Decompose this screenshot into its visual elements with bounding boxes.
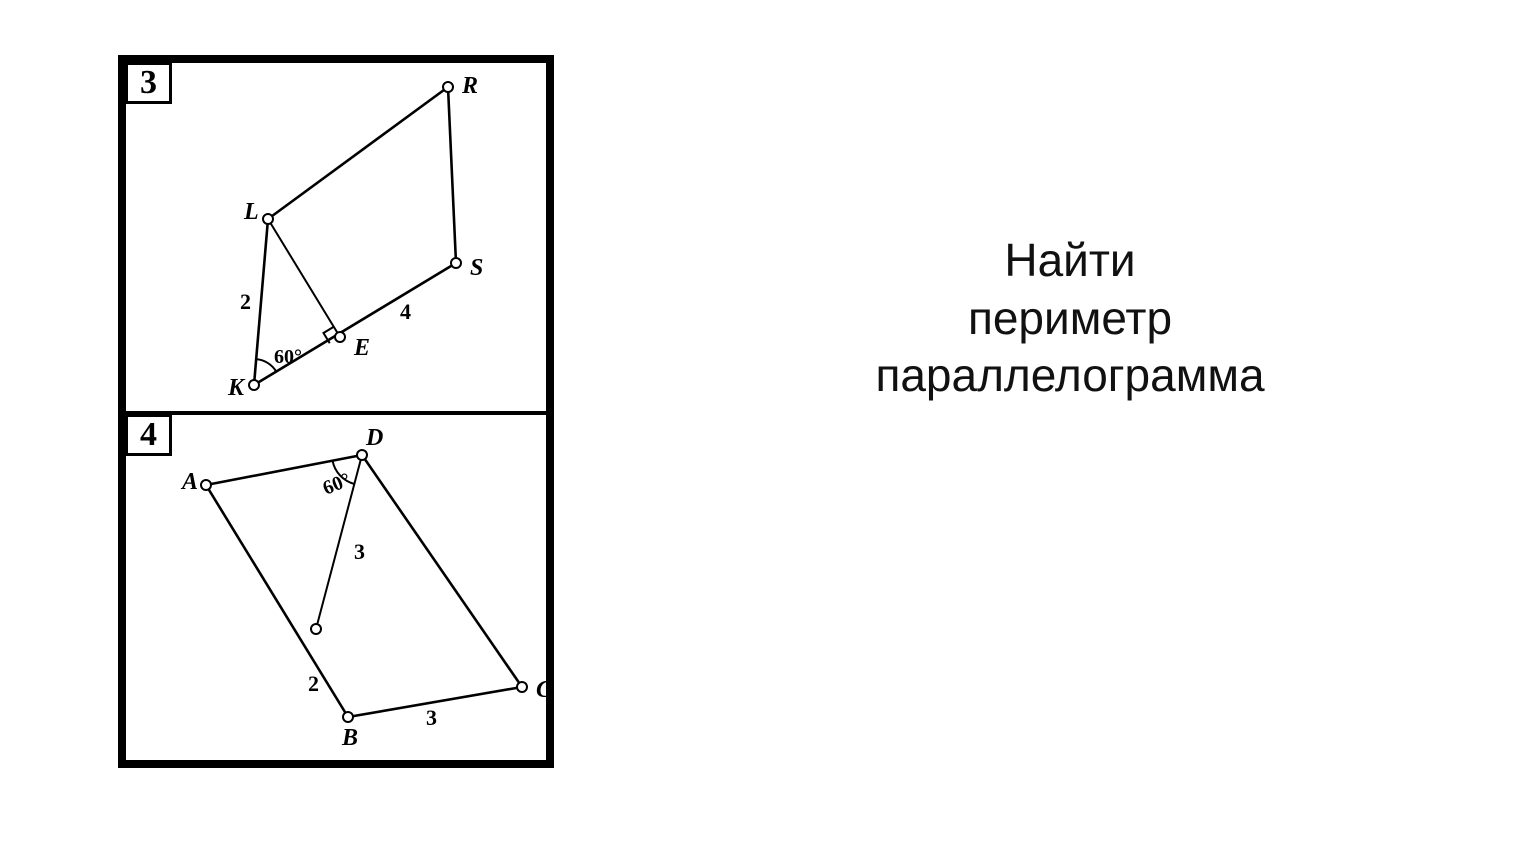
panel-4: 4 ADCB32360°	[126, 415, 546, 760]
segment-LE	[268, 219, 340, 337]
edge-DC	[362, 455, 522, 687]
svg-text:60°: 60°	[274, 346, 302, 368]
stage: 3 K L R S E 2 4 60° 4	[0, 0, 1533, 864]
svg-text:4: 4	[400, 299, 411, 324]
labels-4: A D C B 3 2 3 60°	[180, 425, 546, 751]
svg-text:E: E	[353, 335, 370, 361]
edge-LR	[268, 87, 448, 219]
svg-text:L: L	[243, 199, 259, 225]
svg-text:2: 2	[308, 671, 319, 696]
problems-frame: 3 K L R S E 2 4 60° 4	[118, 55, 554, 768]
svg-text:2: 2	[240, 289, 251, 314]
svg-text:A: A	[180, 469, 198, 495]
diagram-4: A D C B 3 2 3 60°	[126, 415, 546, 760]
svg-text:60°: 60°	[320, 469, 354, 500]
task-line-3: параллелограмма	[690, 347, 1450, 405]
svg-text:B: B	[341, 725, 358, 751]
task-line-2: периметр	[690, 290, 1450, 348]
diagram-3: K L R S E 2 4 60°	[126, 63, 546, 411]
svg-text:C: C	[536, 677, 546, 703]
svg-text:S: S	[470, 255, 483, 281]
edge-BA	[206, 485, 348, 717]
svg-text:3: 3	[354, 539, 365, 564]
vertices-4	[201, 450, 527, 722]
panel-3: 3 KLRSE2460°	[126, 63, 546, 411]
svg-text:K: K	[227, 375, 246, 401]
task-line-1: Найти	[690, 232, 1450, 290]
svg-text:3: 3	[426, 705, 437, 730]
svg-text:R: R	[461, 73, 478, 99]
task-text: Найти периметр параллелограмма	[690, 232, 1450, 405]
parallelogram-adcb	[206, 455, 522, 717]
edge-RS	[448, 87, 456, 263]
svg-text:D: D	[365, 425, 383, 451]
